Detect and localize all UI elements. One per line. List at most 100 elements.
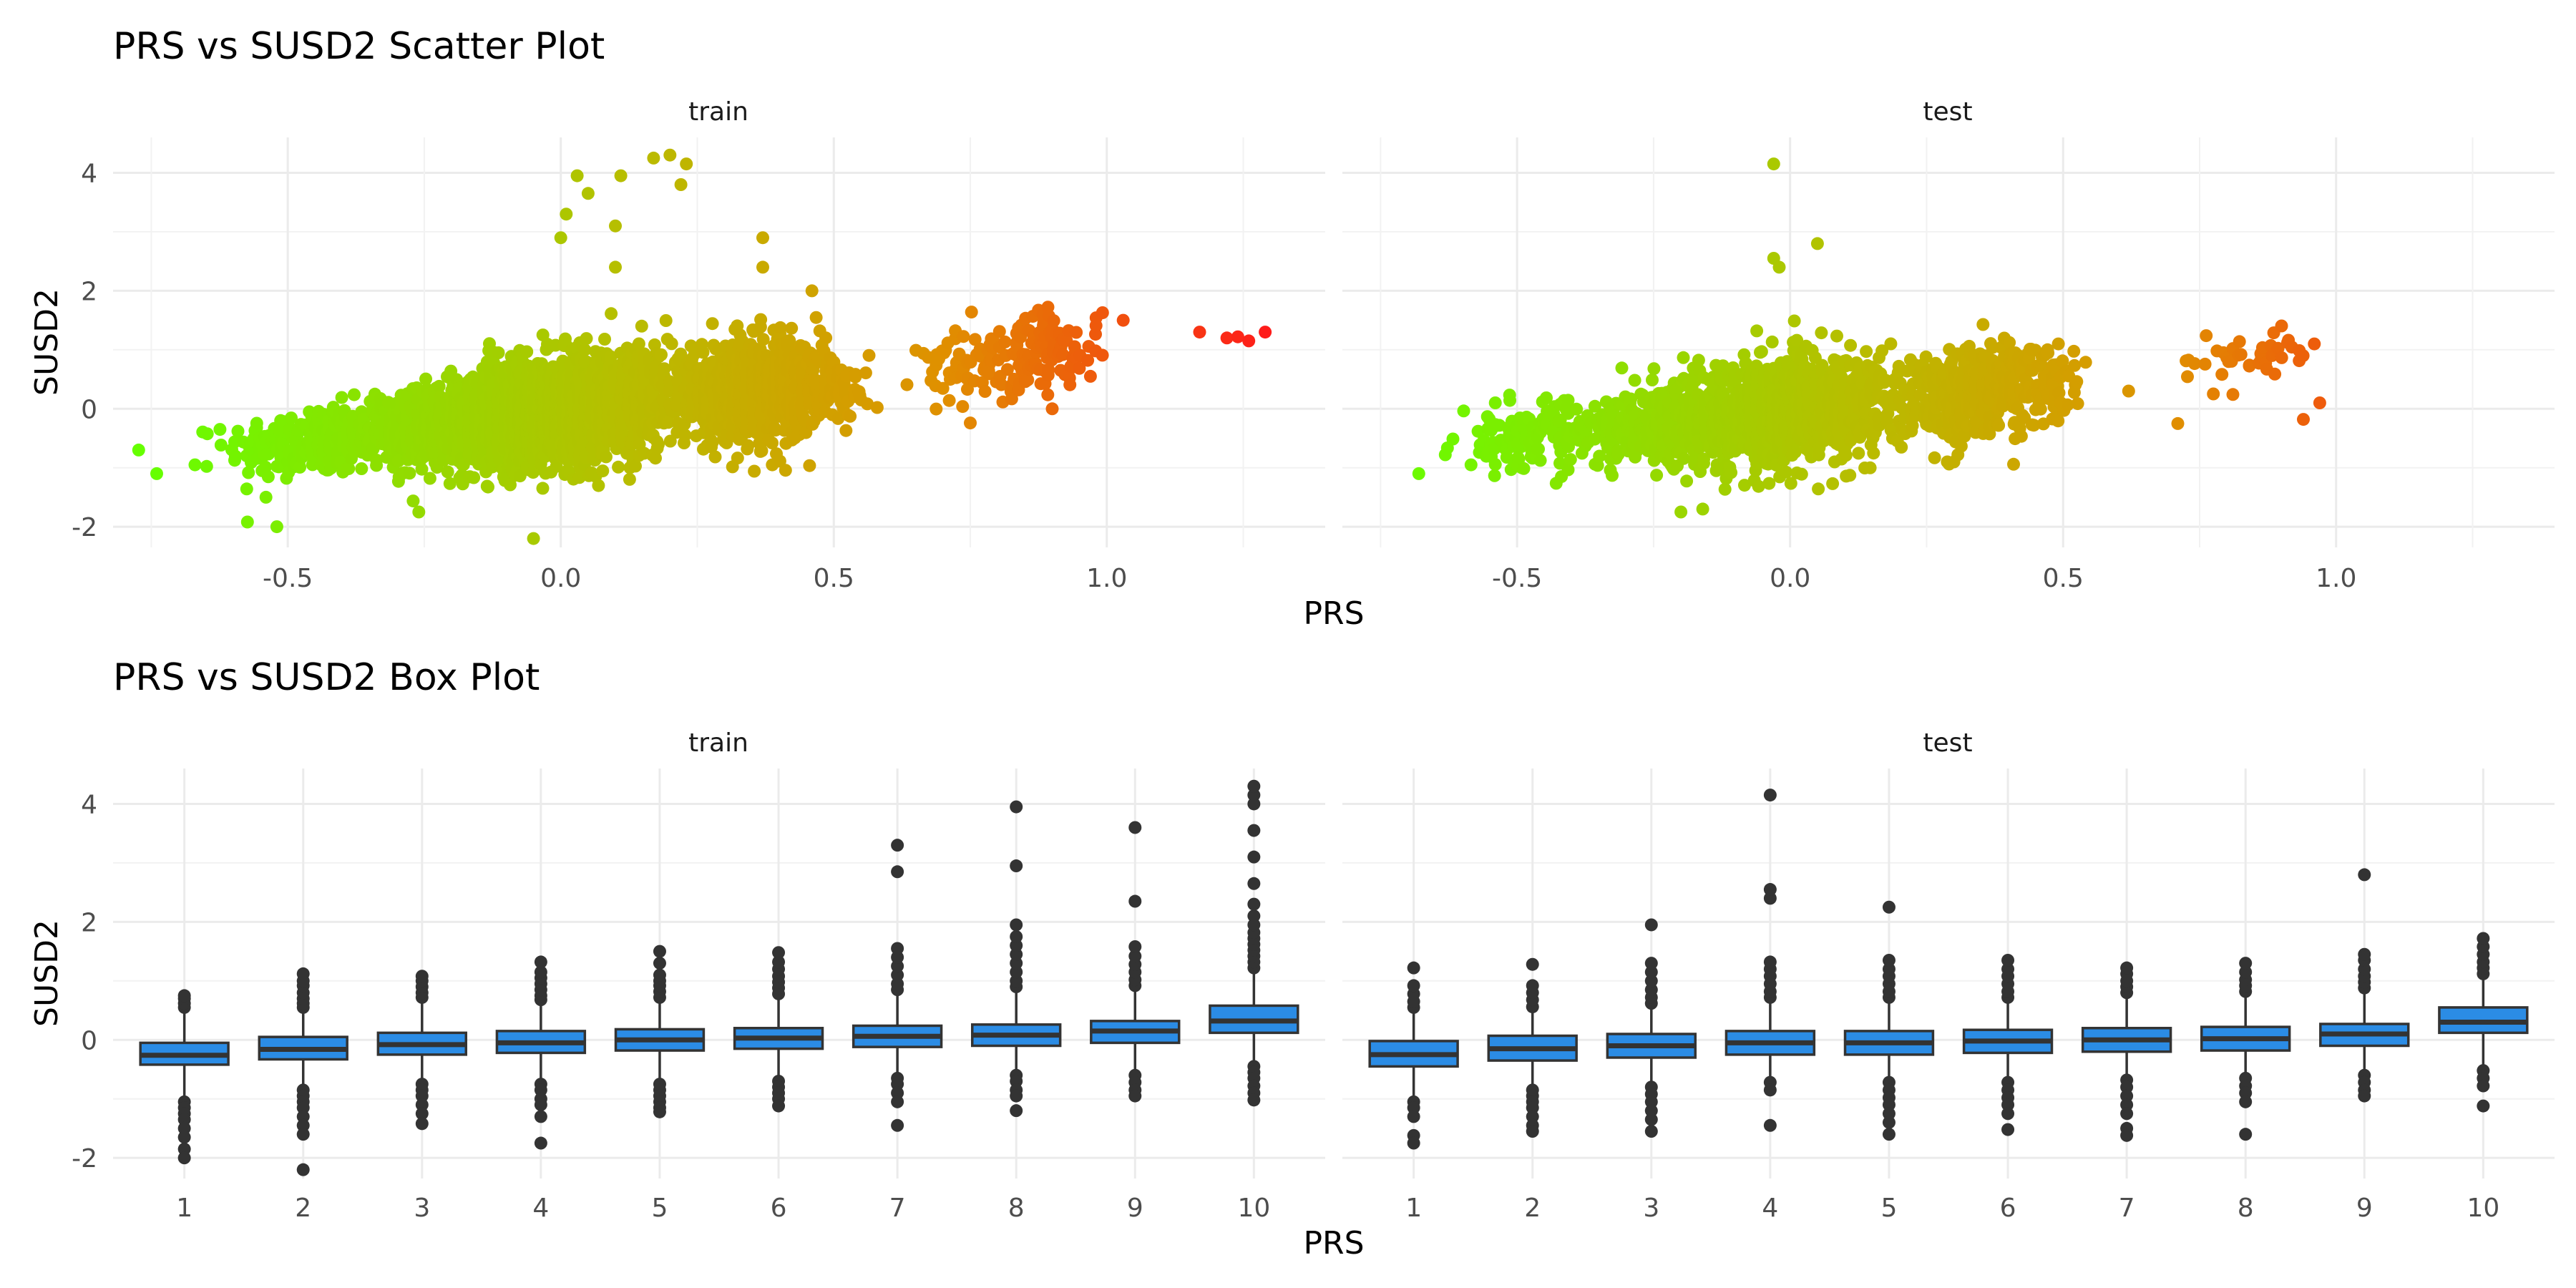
scatter-x-tick-label: 0.5 (2043, 564, 2084, 593)
scatter-point (862, 348, 876, 362)
scatter-point (527, 532, 540, 545)
scatter-point (1457, 404, 1470, 418)
scatter-point (554, 231, 567, 245)
scatter-point (214, 439, 228, 452)
scatter-point (293, 460, 307, 474)
scatter-y-tick-label: -2 (72, 513, 97, 542)
scatter-point (819, 331, 833, 345)
scatter-point (1606, 469, 1619, 482)
scatter-point (754, 313, 768, 326)
scatter-point (748, 464, 761, 478)
scatter-x-tick-label: 0.0 (540, 564, 581, 593)
scatter-point (942, 394, 956, 407)
scatter-point (520, 345, 534, 358)
scatter-x-tick-label: 1.0 (2316, 564, 2356, 593)
scatter-point (598, 333, 611, 346)
scatter-point (1750, 324, 1764, 338)
scatter-point (423, 472, 436, 485)
scatter-point (964, 416, 977, 430)
scatter-point (803, 459, 816, 472)
scatter-point (978, 385, 992, 398)
scatter-point (1650, 469, 1664, 482)
scatter-point (956, 400, 970, 414)
scatter-point (261, 470, 275, 484)
scatter-point (348, 388, 361, 401)
scatter-point (706, 317, 719, 331)
scatter-strip-train: train (688, 97, 748, 127)
scatter-title: PRS vs SUSD2 Scatter Plot (113, 25, 605, 68)
scatter-point (1724, 466, 1738, 479)
scatter-point (1041, 388, 1055, 401)
scatter-point (492, 346, 505, 359)
scatter-point (1563, 453, 1577, 467)
scatter-point (443, 477, 457, 490)
scatter-point (240, 515, 254, 529)
scatter-x-tick-label: 0.0 (1770, 564, 1810, 593)
scatter-point (150, 467, 163, 480)
scatter-point (844, 409, 857, 423)
scatter-point (1517, 462, 1531, 475)
scatter-point (1674, 505, 1688, 519)
scatter-point (774, 321, 787, 334)
scatter-point (242, 466, 255, 479)
scatter-point (1063, 378, 1077, 391)
scatter-point (1096, 348, 1109, 362)
scatter-point (415, 462, 429, 476)
scatter-point (674, 178, 688, 191)
scatter-point (355, 462, 369, 475)
scatter-point (809, 311, 823, 324)
scatter-point (1412, 467, 1425, 480)
scatter-point (663, 148, 677, 162)
scatter-point (756, 231, 769, 245)
scatter-point (213, 423, 227, 436)
scatter-point (839, 424, 853, 437)
scatter-x-tick-label: 1.0 (1086, 564, 1127, 593)
scatter-point (859, 366, 872, 380)
scatter-x-tick-label: 0.5 (814, 564, 854, 593)
scatter-point (1259, 326, 1272, 339)
scatter-point (696, 346, 710, 359)
scatter-point (1231, 330, 1244, 343)
scatter-point (659, 314, 673, 327)
scatter-point (1772, 260, 1786, 274)
scatter-point (270, 520, 283, 534)
scatter-point (1242, 334, 1256, 348)
scatter-point (678, 429, 692, 442)
scatter-point (200, 427, 214, 441)
scatter-point (1787, 314, 1801, 328)
scatter-point (441, 465, 454, 479)
scatter-point (680, 157, 693, 171)
scatter-point (1765, 335, 1779, 348)
scatter-point (665, 337, 678, 351)
scatter-point (370, 454, 384, 467)
scatter-point (132, 443, 145, 457)
scatter-point (250, 416, 263, 430)
scatter-point (779, 464, 792, 477)
scatter-point (623, 472, 636, 486)
scatter-point (482, 480, 494, 494)
scatter-point (731, 452, 744, 465)
scatter-point (1646, 374, 1659, 386)
scatter-point (228, 449, 242, 463)
scatter-point (1533, 454, 1547, 467)
scatter-point (1083, 369, 1097, 383)
scatter-point (1628, 374, 1641, 387)
scatter-point (581, 187, 595, 200)
scatter-point (614, 169, 628, 182)
scatter-point (536, 482, 550, 495)
scatter-point (605, 307, 618, 321)
scatter-point (1677, 351, 1690, 364)
scatter-point (1446, 432, 1460, 446)
scatter-point (259, 460, 272, 474)
scatter-points-train (132, 148, 1272, 545)
scatter-point (756, 260, 769, 274)
scatter-point (741, 439, 755, 452)
scatter-point (1193, 326, 1206, 339)
scatter-point (285, 411, 298, 425)
scatter-y-tick-label: 4 (81, 159, 97, 188)
scatter-point (870, 401, 884, 414)
scatter-y-axis-title: SUSD2 (29, 288, 65, 396)
